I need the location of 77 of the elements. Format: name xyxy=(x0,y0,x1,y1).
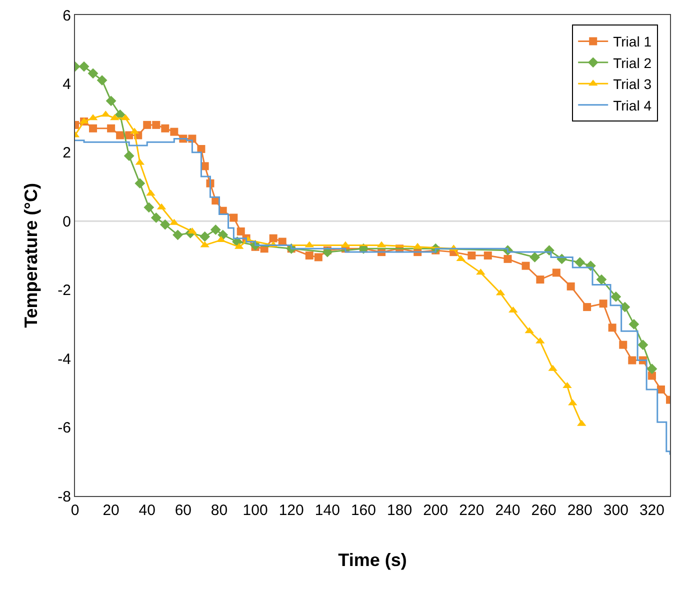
point xyxy=(552,268,560,277)
point xyxy=(170,128,178,136)
point xyxy=(89,124,98,132)
point xyxy=(646,364,658,374)
x-tick-label: 240 xyxy=(495,502,520,519)
point xyxy=(619,340,628,349)
point xyxy=(536,276,544,284)
x-tick-label: 300 xyxy=(603,502,628,519)
point xyxy=(599,300,608,308)
y-tick-label: -8 xyxy=(58,488,71,506)
legend-label: Trial 3 xyxy=(613,76,652,92)
point xyxy=(200,231,210,242)
x-tick-label: 180 xyxy=(387,502,412,519)
point xyxy=(152,120,160,129)
point xyxy=(172,230,183,240)
point xyxy=(236,227,245,236)
point xyxy=(583,303,592,312)
point xyxy=(530,252,540,262)
point xyxy=(106,96,116,106)
point xyxy=(314,253,322,262)
point xyxy=(566,282,575,290)
point xyxy=(648,372,656,380)
point xyxy=(230,214,238,222)
point xyxy=(628,319,640,330)
x-tick-label: 20 xyxy=(102,502,120,519)
y-tick-label: 6 xyxy=(62,7,71,24)
y-tick-label: -6 xyxy=(58,420,71,437)
x-tick-label: 260 xyxy=(531,502,556,519)
point xyxy=(322,246,333,258)
y-tick-label: 2 xyxy=(62,144,71,162)
point xyxy=(628,356,636,364)
point xyxy=(160,219,170,230)
x-axis-title: Time (s) xyxy=(338,550,407,570)
x-tick-label: 100 xyxy=(242,502,268,519)
y-tick-label: 4 xyxy=(62,76,71,93)
point xyxy=(305,252,314,260)
point xyxy=(484,252,492,260)
point xyxy=(596,274,607,285)
point xyxy=(88,68,98,79)
point xyxy=(468,252,476,260)
x-tick-label: 320 xyxy=(639,502,664,519)
point xyxy=(638,340,648,350)
x-tick-label: 120 xyxy=(278,502,304,519)
point xyxy=(608,324,616,332)
point xyxy=(150,212,162,223)
legend-label: Trial 1 xyxy=(613,34,652,50)
x-tick-label: 40 xyxy=(138,502,156,519)
point xyxy=(161,124,170,132)
x-tick-label: 60 xyxy=(174,502,192,519)
point xyxy=(143,120,152,129)
y-tick-label: -4 xyxy=(58,350,71,368)
point xyxy=(656,385,665,394)
x-tick-label: 200 xyxy=(423,502,448,519)
y-tick-label: 0 xyxy=(62,213,71,230)
x-tick-label: 160 xyxy=(350,502,376,519)
y-tick-label: -2 xyxy=(58,282,71,300)
x-tick-label: 140 xyxy=(314,502,340,519)
legend-label: Trial 4 xyxy=(613,97,652,114)
point xyxy=(144,202,154,213)
point xyxy=(210,224,221,235)
y-axis-title: Temperature (°C) xyxy=(20,183,41,328)
point xyxy=(78,61,90,72)
point xyxy=(107,124,116,132)
point xyxy=(574,257,586,268)
legend-label: Trial 2 xyxy=(613,54,652,71)
point xyxy=(610,292,622,302)
x-tick-label: 280 xyxy=(567,502,592,519)
point xyxy=(116,131,124,140)
point xyxy=(269,234,278,242)
point xyxy=(522,262,530,270)
point xyxy=(124,150,134,162)
point xyxy=(96,75,108,86)
x-tick-label: 220 xyxy=(459,502,484,519)
point xyxy=(504,254,512,263)
x-tick-label: 80 xyxy=(210,502,228,519)
point xyxy=(620,302,630,312)
point xyxy=(134,178,146,189)
